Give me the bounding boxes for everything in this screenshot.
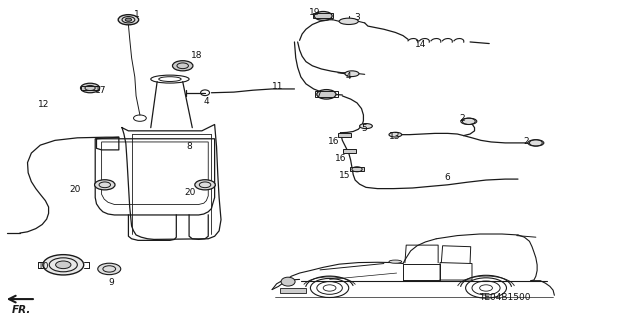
Circle shape bbox=[195, 180, 215, 190]
Ellipse shape bbox=[389, 260, 402, 263]
Circle shape bbox=[125, 18, 132, 21]
Text: 16: 16 bbox=[335, 154, 346, 163]
Bar bbox=[350, 167, 364, 172]
Ellipse shape bbox=[345, 71, 359, 77]
Text: 18: 18 bbox=[191, 51, 202, 60]
Circle shape bbox=[56, 261, 71, 269]
Circle shape bbox=[118, 15, 139, 25]
Bar bbox=[81, 86, 99, 90]
Circle shape bbox=[81, 83, 100, 93]
Circle shape bbox=[43, 255, 84, 275]
Bar bbox=[315, 92, 338, 97]
Text: 9: 9 bbox=[108, 278, 114, 287]
Text: 5: 5 bbox=[361, 124, 367, 133]
Ellipse shape bbox=[339, 18, 358, 25]
Text: 2: 2 bbox=[460, 114, 465, 122]
Text: 14: 14 bbox=[415, 40, 426, 49]
Text: 17: 17 bbox=[95, 86, 107, 95]
Text: FR.: FR. bbox=[12, 305, 31, 315]
Text: 13: 13 bbox=[389, 132, 401, 141]
Bar bbox=[313, 13, 333, 19]
Bar bbox=[338, 133, 351, 137]
Text: 12: 12 bbox=[38, 100, 49, 109]
Text: 15: 15 bbox=[339, 171, 351, 180]
Text: 2: 2 bbox=[523, 137, 529, 145]
Circle shape bbox=[314, 11, 332, 20]
Circle shape bbox=[317, 90, 336, 99]
Text: 20: 20 bbox=[70, 185, 81, 194]
Circle shape bbox=[98, 263, 121, 275]
Circle shape bbox=[173, 61, 193, 71]
Ellipse shape bbox=[389, 132, 402, 137]
Text: TE04B1500: TE04B1500 bbox=[479, 293, 531, 302]
Ellipse shape bbox=[461, 118, 477, 124]
Ellipse shape bbox=[281, 277, 295, 286]
Text: 19: 19 bbox=[308, 8, 320, 17]
Text: 4: 4 bbox=[346, 72, 351, 81]
Text: 20: 20 bbox=[184, 188, 196, 197]
Text: 3: 3 bbox=[355, 13, 360, 22]
Text: 11: 11 bbox=[272, 82, 284, 91]
Text: 1: 1 bbox=[134, 10, 140, 19]
Circle shape bbox=[95, 180, 115, 190]
Text: 6: 6 bbox=[444, 173, 450, 182]
Text: 16: 16 bbox=[328, 137, 340, 146]
Text: 4: 4 bbox=[204, 97, 209, 106]
Text: 8: 8 bbox=[186, 142, 191, 151]
Bar bbox=[280, 288, 306, 293]
Ellipse shape bbox=[528, 140, 544, 146]
Bar bbox=[343, 149, 356, 153]
Text: 7: 7 bbox=[316, 91, 321, 100]
Text: 10: 10 bbox=[38, 262, 49, 271]
Ellipse shape bbox=[360, 123, 372, 129]
